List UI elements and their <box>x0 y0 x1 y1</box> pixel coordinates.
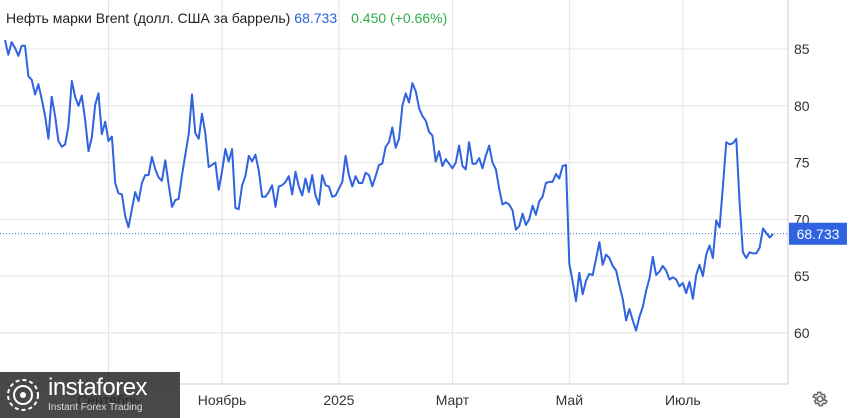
price-tag-label: 68.733 <box>797 226 840 242</box>
x-tick-label: 2025 <box>323 392 354 408</box>
gear-icon <box>811 391 828 407</box>
instrument-title: Нефть марки Brent (долл. США за баррель) <box>6 10 291 26</box>
logo-subtitle: Instant Forex Trading <box>48 402 143 413</box>
current-price-tag: 68.733 <box>789 222 847 245</box>
x-tick-label: Ноябрь <box>198 392 247 408</box>
x-tick-label: Май <box>556 392 583 408</box>
settings-button[interactable] <box>811 390 829 408</box>
x-tick-label: Июль <box>665 392 701 408</box>
y-tick-label: 85 <box>794 41 810 57</box>
logo-name: instaforex <box>48 374 148 401</box>
instaforex-logo: instaforex Instant Forex Trading <box>0 372 180 418</box>
price-tag-box <box>789 222 847 245</box>
x-tick-label: Март <box>436 392 470 408</box>
grid-lines <box>0 0 788 384</box>
y-tick-label: 60 <box>794 325 810 341</box>
y-tick-label: 75 <box>794 155 810 171</box>
y-tick-label: 80 <box>794 98 810 114</box>
plot-area <box>0 39 788 332</box>
series-line <box>4 39 774 332</box>
price-change: 0.450 (+0.66%) <box>351 10 448 26</box>
current-price: 68.733 <box>294 10 338 26</box>
logo-mark-icon <box>7 379 39 411</box>
y-tick-label: 65 <box>794 268 810 284</box>
chart-header: Нефть марки Brent (долл. США за баррель)… <box>6 10 447 26</box>
